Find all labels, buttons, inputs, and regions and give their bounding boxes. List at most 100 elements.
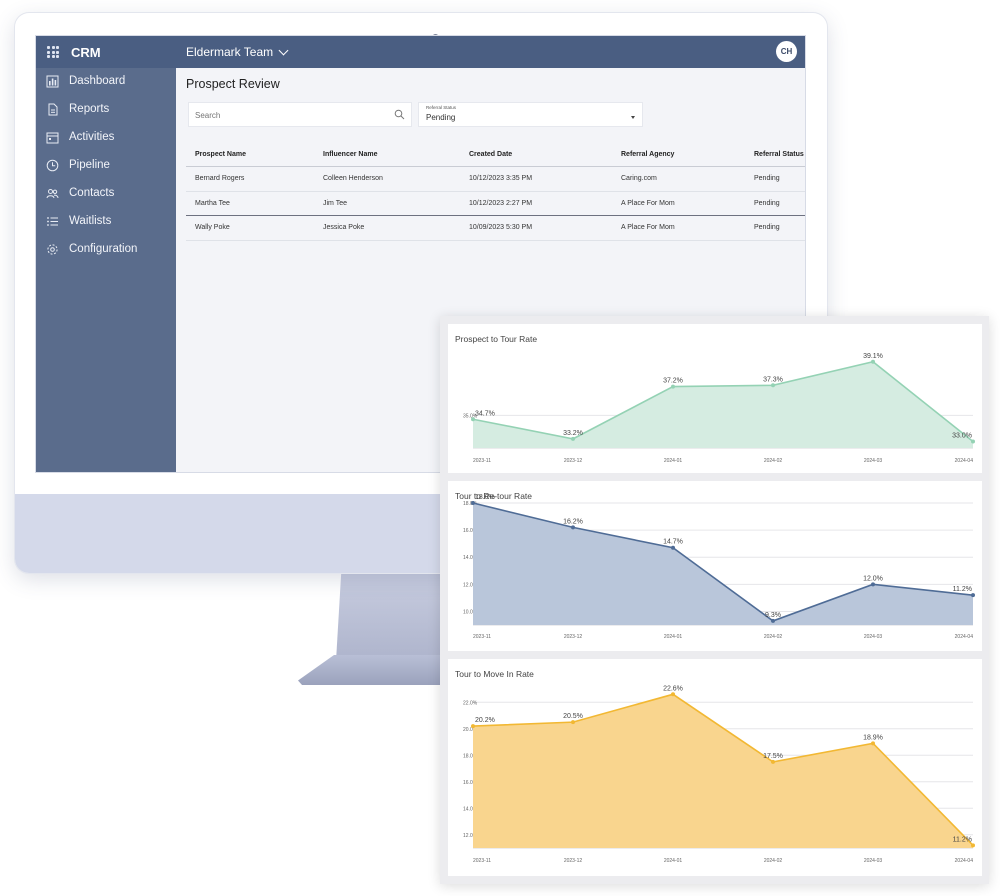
data-point bbox=[971, 593, 975, 598]
data-label: 22.6% bbox=[663, 685, 683, 692]
data-label: 20.2% bbox=[475, 717, 495, 724]
column-header[interactable]: Referral Status bbox=[754, 151, 804, 158]
x-tick-label: 2023-12 bbox=[564, 458, 583, 464]
x-tick-label: 2023-11 bbox=[473, 458, 491, 464]
table-cell: A Place For Mom bbox=[621, 199, 675, 207]
table-cell: 10/12/2023 2:27 PM bbox=[469, 199, 533, 207]
data-point bbox=[971, 843, 975, 848]
chevron-down-icon bbox=[278, 45, 289, 55]
table-cell: Martha Tee bbox=[195, 199, 230, 207]
data-label: 11.2% bbox=[953, 586, 972, 593]
data-point bbox=[871, 359, 875, 364]
data-point bbox=[571, 525, 575, 530]
table-cell: Pending bbox=[754, 199, 780, 207]
y-tick-label: 10.0% bbox=[463, 609, 478, 615]
data-label: 12.0% bbox=[863, 575, 883, 582]
team-name: Eldermark Team bbox=[186, 45, 274, 59]
data-point bbox=[571, 436, 575, 441]
user-avatar[interactable]: CH bbox=[776, 41, 797, 62]
clock-icon bbox=[46, 159, 59, 172]
sidebar-item-pipeline[interactable]: Pipeline bbox=[36, 153, 176, 177]
gear-icon bbox=[46, 243, 59, 256]
column-header[interactable]: Created Date bbox=[469, 151, 513, 158]
sidebar-item-contacts[interactable]: Contacts bbox=[36, 181, 176, 205]
select-label: Referral Status bbox=[426, 105, 457, 110]
series-line bbox=[472, 360, 974, 443]
x-tick-label: 2024-04 bbox=[955, 634, 974, 640]
search-field[interactable] bbox=[188, 102, 412, 127]
chart-title: Tour to Re-tour Rate bbox=[455, 491, 533, 501]
area-fill bbox=[473, 361, 973, 448]
sidebar: Dashboard Reports Activities Pipeline Co… bbox=[36, 68, 176, 472]
area-fill bbox=[473, 694, 973, 848]
team-switcher[interactable]: Eldermark Team bbox=[186, 45, 289, 59]
data-label: 20.5% bbox=[563, 713, 583, 720]
data-point bbox=[871, 741, 875, 746]
table-cell: A Place For Mom bbox=[621, 224, 675, 232]
y-tick-label: 22.0% bbox=[463, 700, 478, 706]
search-input[interactable] bbox=[195, 108, 385, 122]
select-value: Pending bbox=[426, 113, 456, 122]
column-header[interactable]: Influencer Name bbox=[323, 151, 378, 158]
data-label: 11.2% bbox=[953, 836, 972, 843]
x-tick-label: 2024-02 bbox=[764, 858, 783, 864]
table-cell: Bernard Rogers bbox=[195, 175, 245, 183]
bar-chart-icon bbox=[46, 75, 59, 88]
column-header[interactable]: Prospect Name bbox=[195, 151, 246, 158]
sidebar-item-configuration[interactable]: Configuration bbox=[36, 237, 176, 261]
data-point bbox=[671, 545, 675, 550]
series-line bbox=[472, 693, 974, 846]
tour-to-move-in-chart: 12.0% 14.0% 16.0% 18.0% 20.0% 22.0% 20.2% 20.5%… bbox=[463, 685, 975, 864]
table-row[interactable]: Martha Tee Jim Tee 10/12/2023 2:27 PM A … bbox=[186, 192, 805, 216]
data-point bbox=[871, 582, 875, 587]
page-title: Prospect Review bbox=[186, 77, 280, 91]
table-row[interactable]: Wally Poke Jessica Poke 10/09/2023 5:30 … bbox=[186, 216, 805, 241]
x-tick-label: 2024-03 bbox=[864, 858, 883, 864]
document-icon bbox=[46, 103, 59, 116]
data-label: 16.2% bbox=[563, 518, 583, 525]
table-cell: Pending bbox=[754, 224, 780, 232]
table-cell: Pending bbox=[754, 175, 780, 183]
app-launcher-icon[interactable] bbox=[47, 46, 59, 58]
main-content: Prospect Review Referral Status Pending … bbox=[176, 68, 805, 472]
x-tick-label: 2024-01 bbox=[664, 858, 683, 864]
data-point bbox=[471, 417, 475, 422]
data-label: 37.3% bbox=[763, 376, 783, 383]
data-label: 33.2% bbox=[563, 430, 583, 437]
sidebar-item-dashboard[interactable]: Dashboard bbox=[36, 69, 176, 93]
table-cell: Jessica Poke bbox=[323, 224, 365, 232]
data-point bbox=[971, 439, 975, 444]
x-tick-label: 2024-01 bbox=[664, 458, 683, 464]
sidebar-item-waitlists[interactable]: Waitlists bbox=[36, 209, 176, 233]
chart-card-tour-to-retour: 10.0% 12.0% 14.0% 16.0% 18.0% 18.0% 16.2% 14.7%… bbox=[448, 481, 982, 651]
y-tick-label: 14.0% bbox=[463, 555, 478, 561]
app-screen: CRM Eldermark Team CH Dashboard Reports … bbox=[35, 35, 806, 473]
data-point bbox=[471, 501, 475, 505]
x-tick-label: 2024-01 bbox=[664, 634, 683, 640]
data-point bbox=[771, 618, 775, 623]
column-header[interactable]: Referral Agency bbox=[621, 151, 675, 158]
y-tick-label: 12.0% bbox=[463, 833, 478, 839]
app-brand: CRM bbox=[71, 45, 101, 60]
x-tick-label: 2024-04 bbox=[955, 458, 974, 464]
chart-title: Prospect to Tour Rate bbox=[455, 334, 538, 344]
tour-to-retour-chart: 10.0% 12.0% 14.0% 16.0% 18.0%18.0% 16.2% 14.7%… bbox=[463, 494, 975, 640]
data-label: 18.9% bbox=[863, 734, 883, 741]
chart-card-tour-to-move-in: 12.0% 14.0% 16.0% 18.0% 20.0% 22.0% 20.2% 20.5%… bbox=[448, 659, 982, 876]
area-fill bbox=[473, 503, 973, 625]
y-tick-label: 16.0% bbox=[463, 780, 478, 786]
data-point bbox=[471, 724, 475, 729]
referral-status-select[interactable]: Referral Status Pending bbox=[418, 102, 643, 127]
caret-down-icon bbox=[631, 116, 635, 119]
y-tick-label: 20.0% bbox=[463, 727, 478, 733]
sidebar-item-reports[interactable]: Reports bbox=[36, 97, 176, 121]
search-icon[interactable] bbox=[394, 109, 405, 120]
data-label: 18.0% bbox=[475, 494, 495, 501]
data-label: 17.5% bbox=[763, 753, 783, 760]
sidebar-item-label: Reports bbox=[69, 103, 110, 115]
x-tick-label: 2024-03 bbox=[864, 634, 883, 640]
table-row[interactable]: Bernard Rogers Colleen Henderson 10/12/2… bbox=[186, 167, 805, 192]
data-label: 34.7% bbox=[475, 410, 495, 417]
chart-card-prospect-to-tour: 35.0% 34.7% 33.2% 37.2% 37.3% 39.1% 33.0% 2023-… bbox=[448, 324, 982, 473]
sidebar-item-activities[interactable]: Activities bbox=[36, 125, 176, 149]
